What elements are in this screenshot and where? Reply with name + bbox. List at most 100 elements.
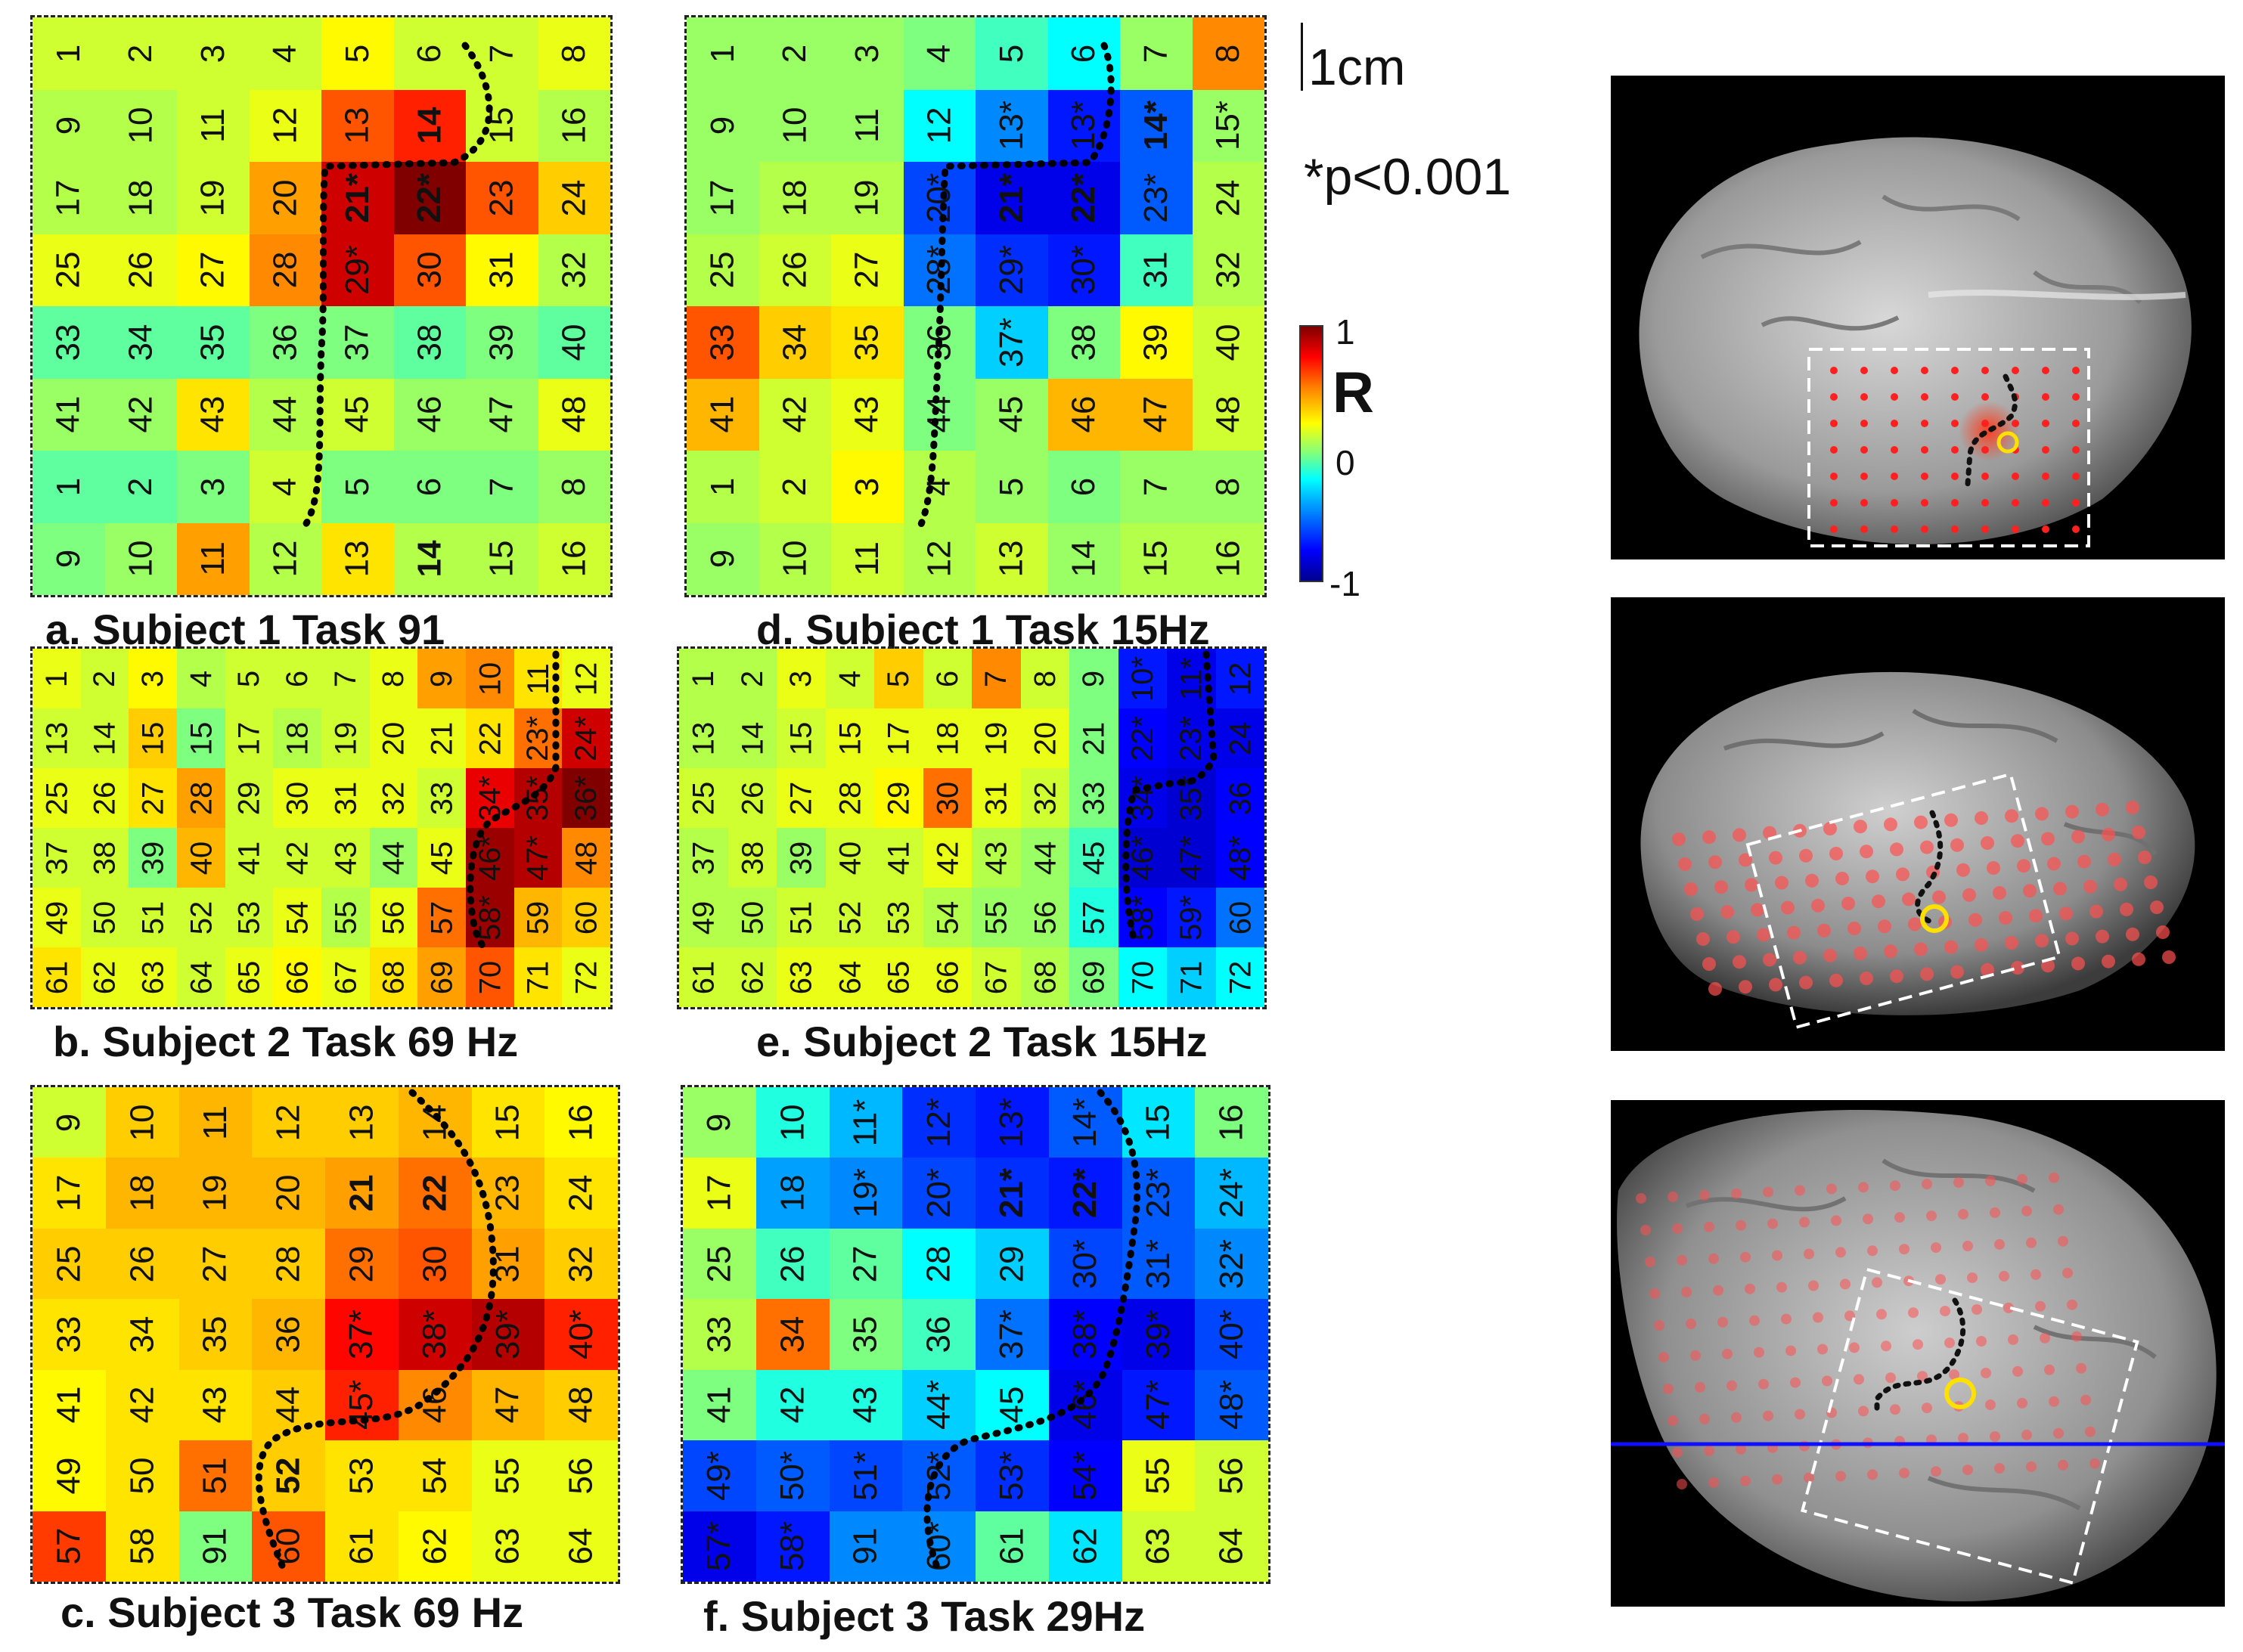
electrode-cell: 45: [321, 378, 394, 451]
electrode-cell: 55: [471, 1440, 545, 1511]
electrode-label: 68: [1028, 960, 1062, 994]
electrode-label: 39: [1137, 324, 1174, 361]
electrode-label: 46: [1065, 395, 1103, 433]
electrode-label: 28: [920, 1245, 957, 1283]
electrode-label: 13: [343, 1104, 380, 1142]
electrode-dot: [2003, 1302, 2014, 1313]
electrode-cell: 15: [466, 522, 538, 595]
electrode-dot: [1754, 1347, 1764, 1358]
electrode-dot: [1854, 820, 1867, 834]
electrode-cell: 70: [466, 947, 514, 1007]
electrode-dot: [1878, 919, 1891, 934]
electrode-cell: 59*: [1167, 888, 1216, 947]
electrode-dot: [2089, 1458, 2100, 1469]
electrode-label: 40*: [1212, 1309, 1250, 1360]
electrode-dot: [2042, 473, 2049, 480]
electrode-dot: [1860, 972, 1873, 985]
electrode-dot: [1830, 446, 1838, 454]
electrode-dot: [1739, 980, 1752, 994]
electrode-cell: 33: [683, 1299, 756, 1370]
electrode-cell: 14: [398, 1087, 472, 1158]
electrode-label: 60: [569, 900, 603, 934]
electrode-dot: [1793, 950, 1807, 965]
electrode-label: 67: [979, 960, 1013, 994]
electrode-cell: 23: [466, 162, 538, 234]
electrode-label: 45*: [343, 1380, 380, 1430]
electrode-cell: 6: [923, 649, 972, 708]
electrode-label: 20: [266, 179, 304, 217]
electrode-dot: [1935, 1274, 1946, 1285]
electrode-label: 46: [416, 1386, 454, 1424]
electrode-cell: 13: [679, 708, 728, 768]
electrode-label: 48: [569, 841, 603, 875]
electrode-label: 57: [425, 900, 459, 934]
electrode-cell: 56: [544, 1440, 618, 1511]
electrode-label: 60*: [920, 1521, 957, 1572]
electrode-dot: [1899, 1468, 1909, 1479]
electrode-cell: 49: [33, 888, 81, 947]
electrode-dot: [2120, 902, 2133, 916]
significance-note: *p<0.001: [1304, 148, 1512, 206]
electrode-label: 29: [882, 781, 916, 815]
electrode-dot: [2035, 1300, 2046, 1312]
electrode-label: 8: [1209, 44, 1247, 63]
electrode-dot: [1921, 499, 1928, 507]
electrode-label: 26: [88, 781, 122, 815]
electrode-label: 45: [1077, 841, 1111, 875]
electrode-label: 37: [39, 841, 73, 875]
electrode-cell: 72: [1215, 947, 1264, 1007]
electrode-label: 33: [425, 781, 459, 815]
electrode-label: 15: [784, 721, 818, 755]
electrode-label: 3: [136, 670, 170, 687]
electrode-label: 42: [930, 841, 964, 875]
electrode-cell: 38: [728, 828, 777, 888]
electrode-dot: [1699, 1413, 1710, 1424]
electrode-label: 39: [482, 324, 520, 361]
electrode-label: 29*: [338, 245, 376, 296]
electrode-label: 60: [269, 1527, 307, 1565]
electrode-label: 41: [50, 1386, 88, 1424]
electrode-dot: [2029, 909, 2043, 923]
electrode-cell: 64: [544, 1511, 618, 1582]
electrode-cell: 41: [33, 1369, 106, 1441]
electrode-cell: 11*: [1167, 649, 1216, 708]
electrode-label: 9: [703, 116, 741, 135]
electrode-label: 56: [1212, 1457, 1250, 1495]
electrode-cell: 2: [759, 17, 831, 90]
electrode-cell: 71: [1167, 947, 1216, 1007]
electrode-dot: [1804, 1472, 1814, 1483]
electrode-label: 63: [784, 960, 818, 994]
electrode-label: 14: [411, 540, 448, 578]
electrode-label: 35: [846, 1316, 884, 1353]
electrode-label: 7: [482, 477, 520, 496]
electrode-label: 27: [848, 251, 886, 289]
electrode-cell: 13*: [976, 1087, 1049, 1158]
electrode-dot: [1922, 1179, 1932, 1190]
electrode-label: 49: [687, 900, 721, 934]
electrode-cell: 27: [178, 1228, 253, 1300]
electrode-label: 16: [555, 540, 593, 578]
electrode-label: 11: [196, 1105, 234, 1140]
electrode-label: 35: [194, 324, 231, 361]
electrode-label: 30: [411, 251, 448, 289]
electrode-dot: [1763, 1410, 1773, 1421]
electrode-label: 61: [39, 960, 73, 994]
electrode-dot: [2035, 807, 2049, 821]
electrode-dot: [1733, 955, 1746, 969]
electrode-label: 5: [338, 477, 376, 496]
electrode-cell: 24: [544, 1158, 618, 1229]
electrode-label: 44*: [920, 1380, 957, 1430]
electrode-dot: [2017, 859, 2030, 873]
electrode-label: 72: [1223, 960, 1257, 994]
electrode-dot: [1841, 897, 1855, 910]
electrode-cell: 47*: [513, 828, 563, 888]
electrode-dot: [1745, 1283, 1755, 1294]
electrode-label: 47: [489, 1386, 526, 1424]
electrode-dot: [2062, 1267, 2073, 1279]
electrode-label: 6: [930, 670, 964, 687]
electrode-label: 45: [425, 841, 459, 875]
electrode-cell: 60: [1215, 888, 1264, 947]
electrode-cell: 12: [249, 522, 321, 595]
electrode-label: 47: [1137, 395, 1174, 433]
electrode-dot: [2012, 367, 2019, 374]
